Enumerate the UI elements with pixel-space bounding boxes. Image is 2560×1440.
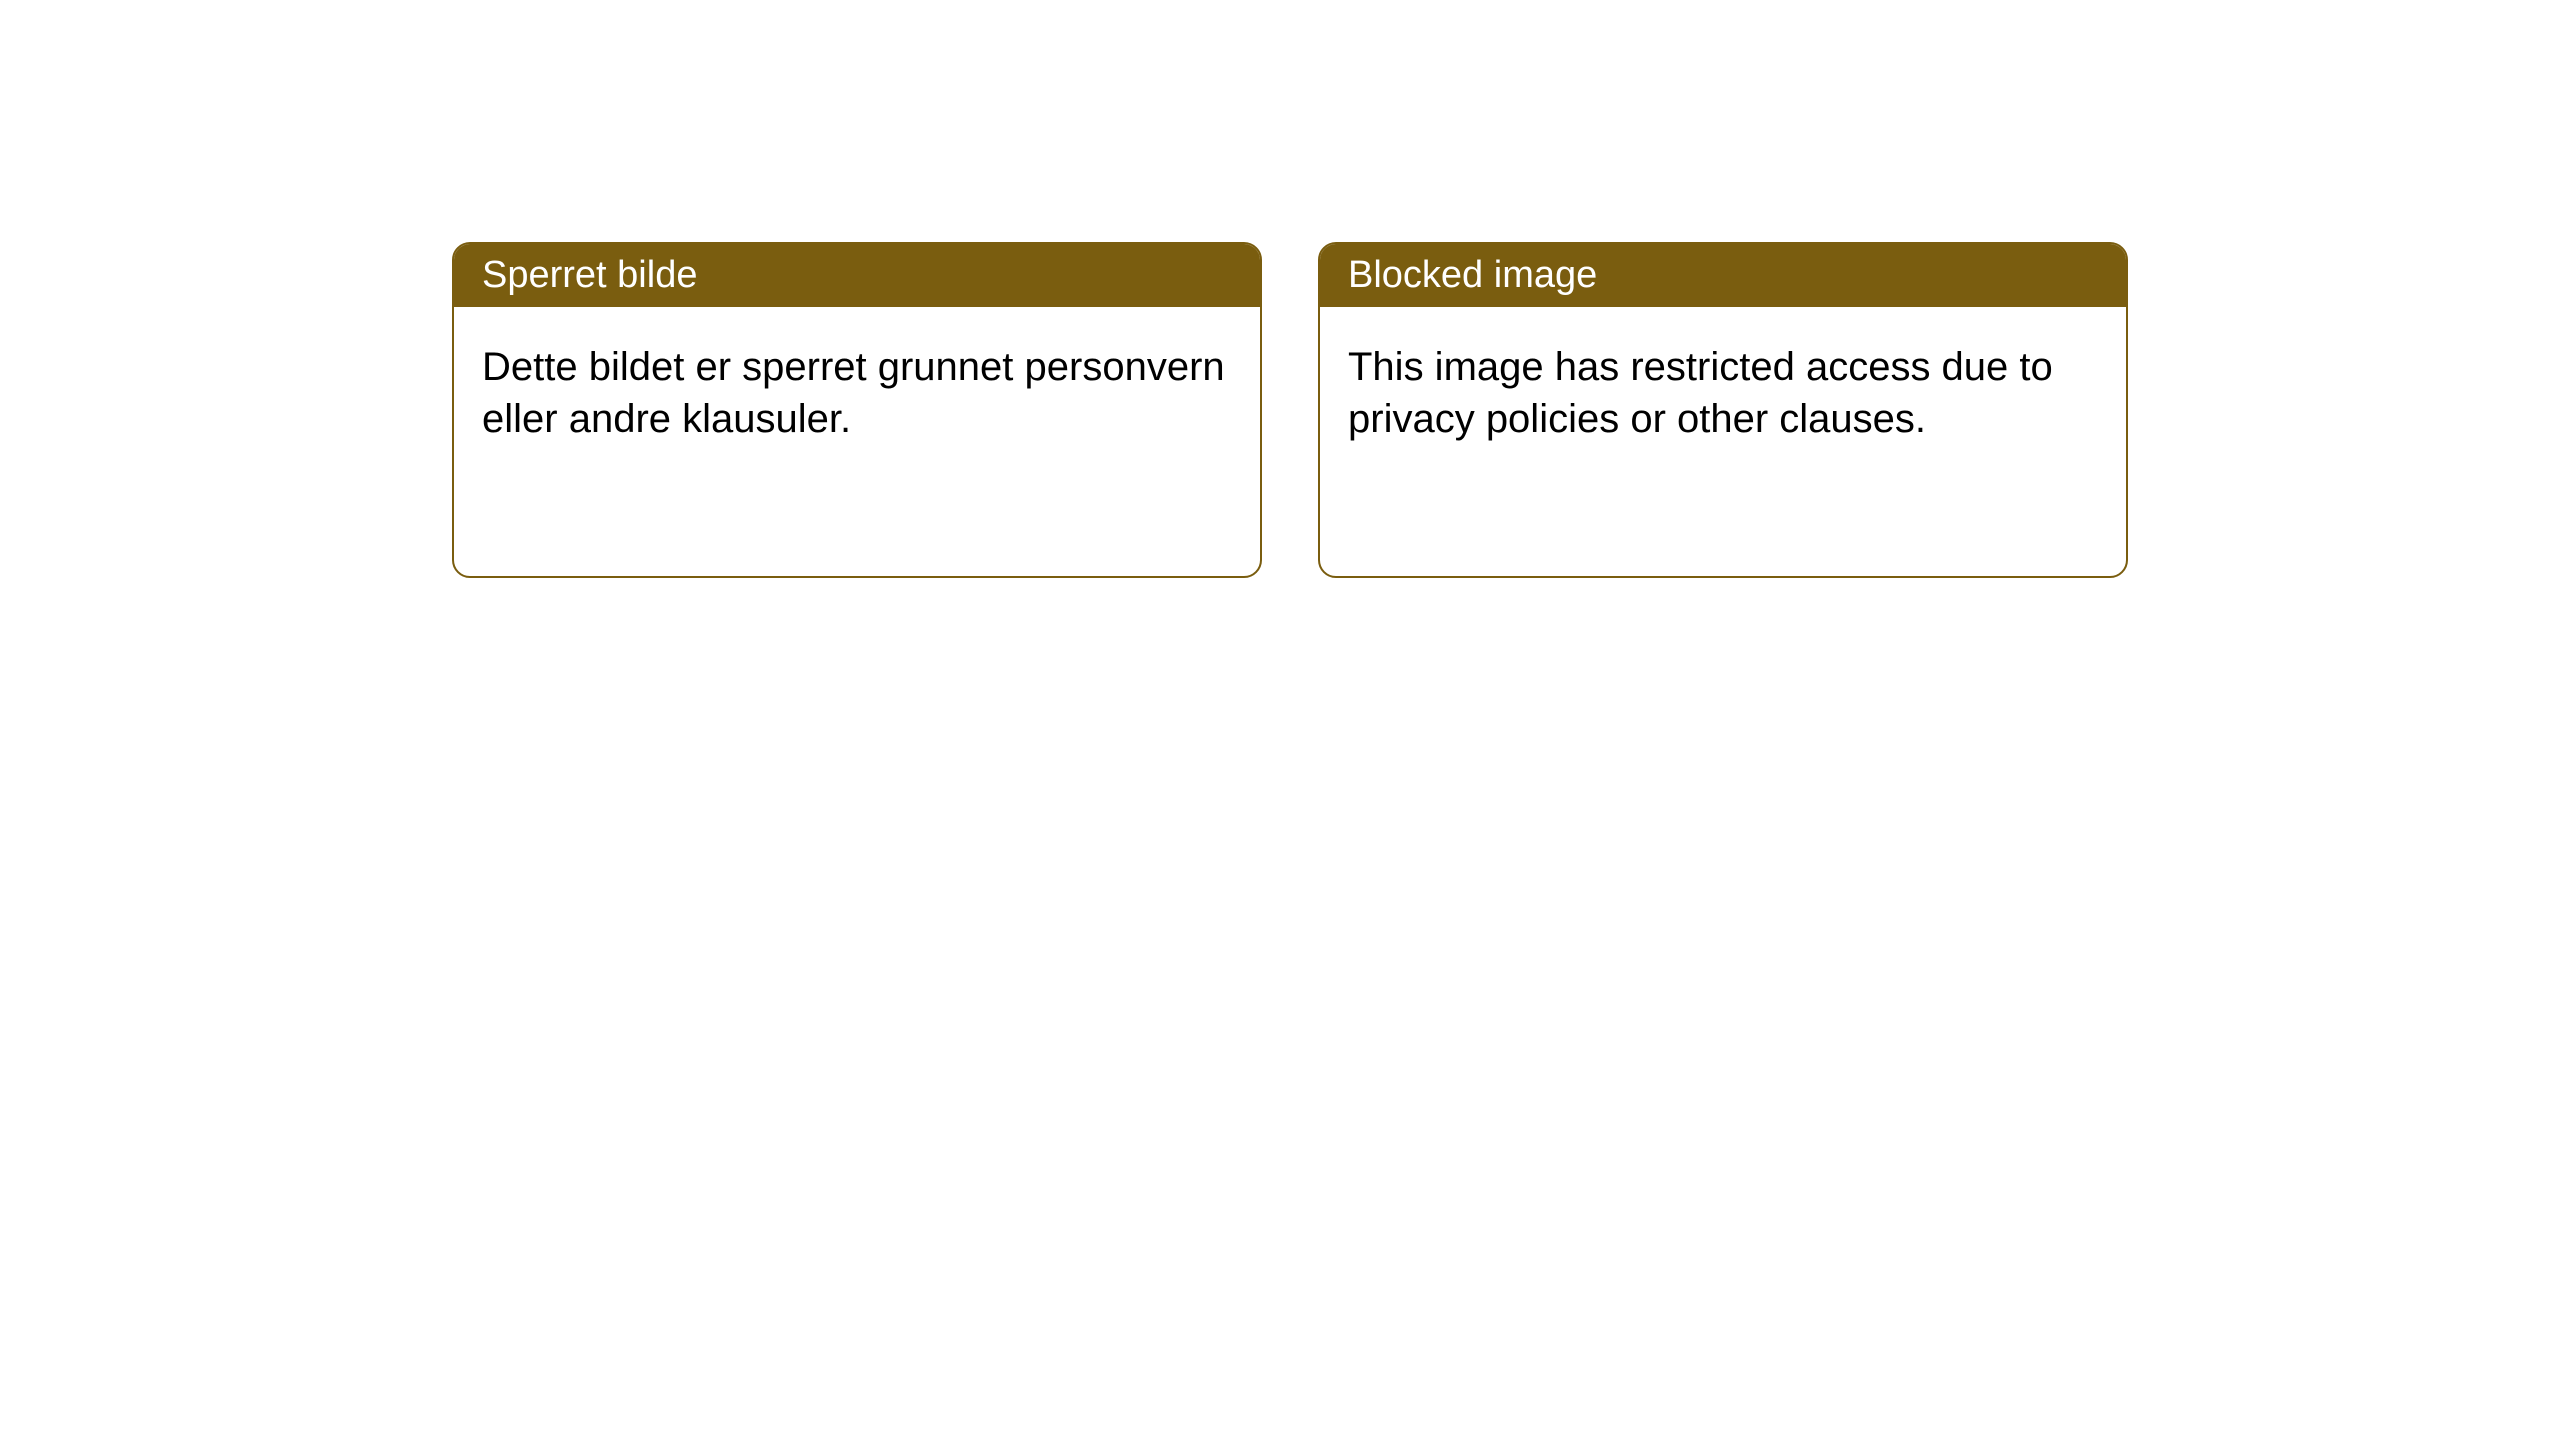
notice-container: Sperret bilde Dette bildet er sperret gr… [0,0,2560,578]
notice-body: Dette bildet er sperret grunnet personve… [454,307,1260,479]
notice-body: This image has restricted access due to … [1320,307,2126,479]
notice-card-english: Blocked image This image has restricted … [1318,242,2128,578]
notice-title: Sperret bilde [482,254,697,296]
notice-body-text: This image has restricted access due to … [1348,345,2053,441]
notice-header: Sperret bilde [454,244,1260,307]
notice-header: Blocked image [1320,244,2126,307]
notice-body-text: Dette bildet er sperret grunnet personve… [482,345,1225,441]
notice-card-norwegian: Sperret bilde Dette bildet er sperret gr… [452,242,1262,578]
notice-title: Blocked image [1348,254,1597,296]
